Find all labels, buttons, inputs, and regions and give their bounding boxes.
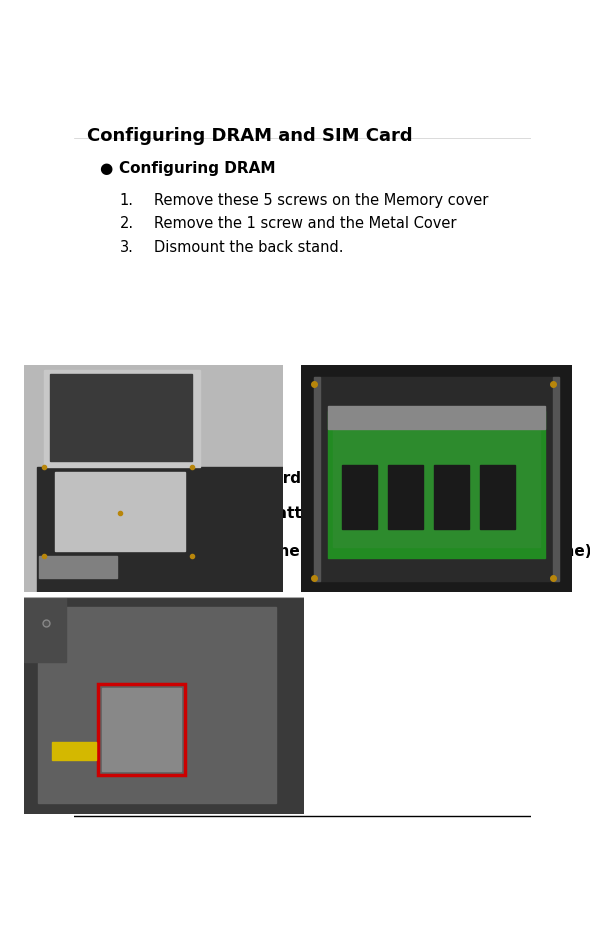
Bar [50, 375, 192, 461]
Text: ●: ● [99, 161, 112, 176]
Text: 3.: 3. [119, 240, 133, 255]
Bar [314, 376, 320, 581]
Bar [333, 422, 540, 547]
Text: Remove the 1 screw and the Metal Cover: Remove the 1 screw and the Metal Cover [154, 216, 456, 231]
Bar [37, 467, 283, 592]
Bar [480, 465, 515, 528]
Text: Configuring SIM Card: Configuring SIM Card [119, 471, 301, 486]
Bar [98, 684, 185, 775]
Text: Configuring DRAM: Configuring DRAM [119, 161, 276, 176]
Bar [388, 465, 423, 528]
Text: 1.: 1. [119, 193, 133, 208]
Bar [342, 465, 377, 528]
Text: Dismount the back stand.: Dismount the back stand. [154, 240, 343, 255]
Bar [52, 742, 97, 759]
Bar [434, 465, 469, 528]
Bar [102, 688, 181, 771]
Text: ●: ● [99, 471, 112, 486]
Bar [44, 370, 200, 467]
Bar [55, 472, 185, 551]
Bar [38, 608, 276, 803]
Text: 2.: 2. [119, 544, 136, 559]
Text: 2.: 2. [119, 216, 133, 231]
Bar [328, 406, 545, 429]
Bar [24, 597, 65, 662]
Bar [553, 376, 559, 581]
Text: Remove The Battery Pack: Remove The Battery Pack [154, 506, 375, 522]
Bar [39, 556, 117, 578]
Text: Remove these 5 screws on the Memory cover: Remove these 5 screws on the Memory cove… [154, 193, 488, 208]
Text: 1.: 1. [119, 506, 136, 522]
Bar [328, 411, 545, 558]
Text: Configuring DRAM and SIM Card: Configuring DRAM and SIM Card [87, 127, 413, 144]
Text: Please insert the SIM Card to the slot ( Red Frame).: Please insert the SIM Card to the slot (… [154, 544, 590, 559]
